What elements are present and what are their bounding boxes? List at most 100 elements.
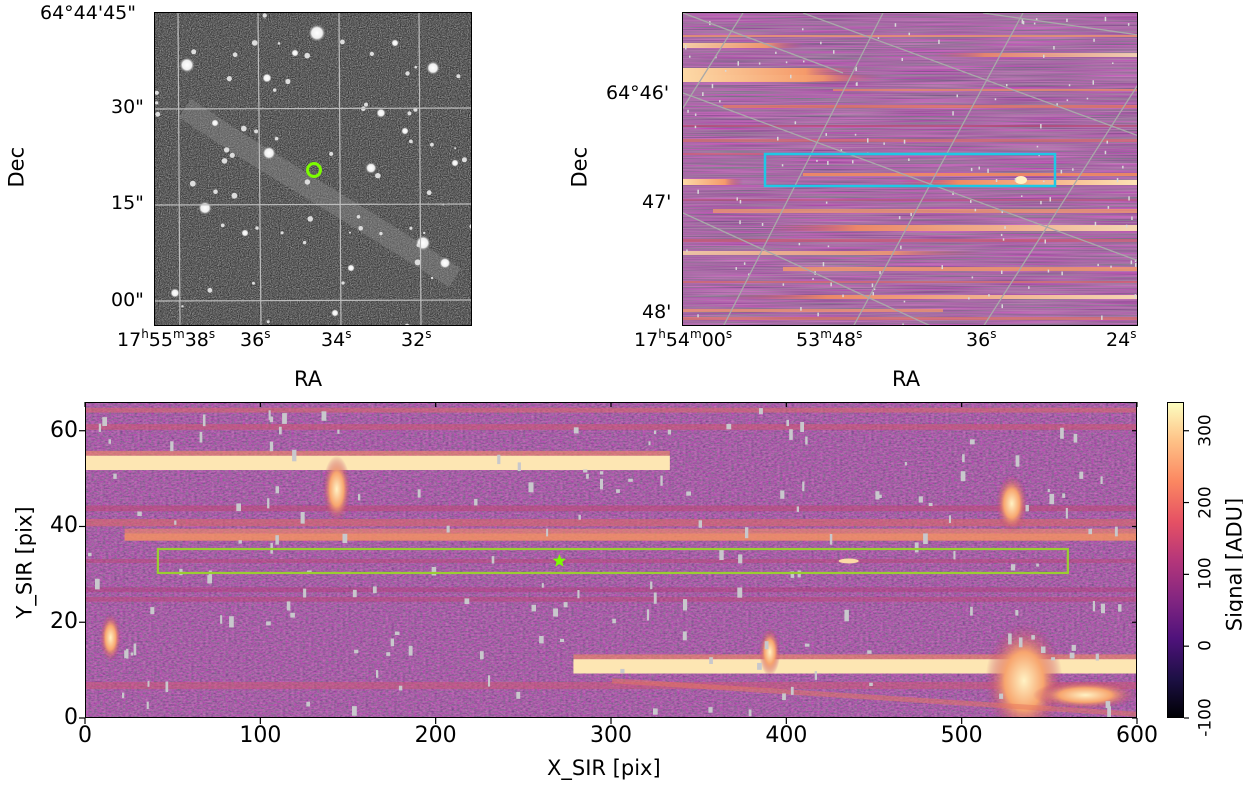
background-band [86,587,1136,593]
faint-star [285,78,291,85]
streak [683,199,1137,201]
faint-star [414,259,421,266]
hot-pixel [1135,263,1137,267]
hot-pixel [1110,265,1112,268]
streak [683,179,743,185]
cosmic-ray [616,489,620,493]
hot-pixel [908,158,910,161]
cosmic-ray [745,527,749,539]
cosmic-ray [573,427,579,434]
cosmic-ray [394,631,400,635]
trace-halo [573,654,1136,660]
hot-pixel [872,292,874,296]
cosmic-ray [970,606,973,616]
streak [683,239,1137,242]
cosmic-ray [1069,652,1075,659]
hot-pixel [758,62,761,65]
cosmic-ray [491,556,495,564]
top-right-image-svg [683,13,1137,325]
cosmic-ray [1095,653,1099,661]
streak [683,139,1137,142]
faint-star [341,281,345,285]
cosmic-ray [780,490,785,499]
cosmic-ray [646,609,650,621]
bottom-x-tick-label: 300 [590,723,632,748]
faint-star [423,231,426,235]
hot-pixel [825,133,827,136]
hot-pixel [1040,124,1042,129]
cosmic-ray [238,540,242,544]
cosmic-ray [539,635,544,644]
cosmic-ray [1051,657,1055,661]
hot-pixel [1127,23,1130,26]
hot-pixel [901,57,903,61]
cosmic-ray [528,482,534,493]
cosmic-ray [612,618,616,624]
cosmic-ray [130,652,134,656]
cosmic-ray [1107,706,1111,717]
tr-y-tick-0: 64°46' [606,82,670,104]
cosmic-ray [759,408,763,415]
cosmic-ray [1010,564,1016,571]
star [451,159,459,167]
cosmic-ray [719,549,724,560]
hot-pixel [852,160,854,164]
cosmic-ray [653,708,658,715]
cosmic-ray [474,498,478,506]
cosmic-ray [682,631,687,641]
background-band [86,519,1136,527]
background-band [86,505,1136,512]
cosmic-ray [275,486,279,494]
colorbar-tick-label: 200 [1195,485,1216,519]
cosmic-ray [408,645,413,656]
hot-pixel [840,149,843,152]
cosmic-ray [1073,433,1078,443]
hot-pixel [777,136,779,141]
tl-y-tick-0: 64°44'45" [40,2,136,24]
cosmic-ray [1114,526,1118,537]
bottom-spectrum-panel [85,402,1137,718]
cosmic-ray [398,685,403,691]
faint-star [454,147,457,150]
cosmic-ray [620,668,625,674]
cosmic-ray [1015,455,1020,467]
hot-pixel [877,37,880,39]
tl-x-tick-2: 34s [321,327,352,351]
hot-pixel [970,200,972,203]
cosmic-ray [650,581,653,590]
hot-pixel [798,242,801,246]
hot-pixel [1040,200,1042,205]
faint-star [329,151,334,156]
bottom-x-tick-label: 0 [78,723,92,748]
cosmic-ray [124,650,127,659]
cosmic-ray [814,671,817,680]
cosmic-ray [1060,427,1064,439]
streak [833,89,1137,91]
tr-x-tick-0: 17h54m00s [634,327,733,351]
cosmic-ray [577,590,580,599]
cosmic-ray [137,511,142,517]
hot-pixel [1094,221,1097,226]
hot-pixel [995,179,998,182]
cosmic-ray [337,429,340,434]
faint-star [251,40,258,46]
streak [713,209,1137,213]
star [262,146,276,160]
spectral-streaks [683,35,1137,320]
cosmic-ray [133,643,137,656]
hot-pixel [1066,99,1069,102]
hot-pixel [873,288,876,291]
bottom-y-tick-label: 20 [50,609,78,635]
faint-star [231,192,238,199]
hot-pixel [694,125,697,129]
cosmic-ray [174,520,177,525]
bottom-x-tick-label: 100 [239,723,282,748]
star [198,201,212,215]
cosmic-ray [268,410,271,420]
star [331,309,339,317]
hot-pixel [1043,180,1045,183]
cosmic-ray [914,542,919,553]
cosmic-ray [962,454,965,463]
hot-pixel [719,100,721,103]
cosmic-ray [88,552,92,557]
